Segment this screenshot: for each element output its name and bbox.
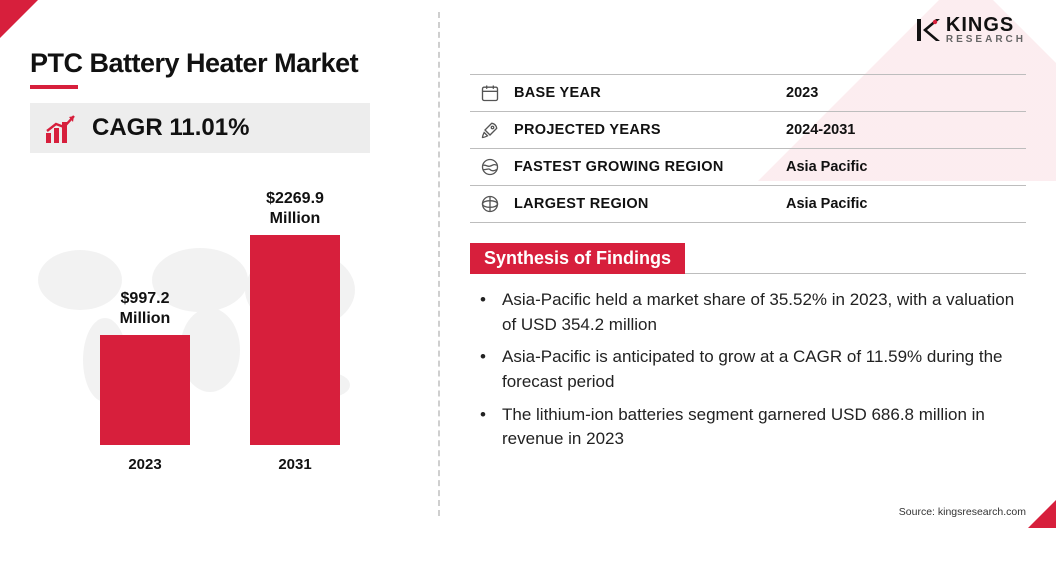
info-label: LARGEST REGION xyxy=(514,196,774,212)
info-value: 2024-2031 xyxy=(786,122,855,138)
left-panel: PTC Battery Heater Market CAGR 11.01% $9… xyxy=(0,0,440,528)
x-label: 2023 xyxy=(95,456,195,473)
section-header: Synthesis of Findings xyxy=(470,243,685,274)
bar-col-2023: $997.2 Million xyxy=(95,289,195,445)
globe-icon xyxy=(478,194,502,214)
info-label: BASE YEAR xyxy=(514,85,774,101)
info-label: PROJECTED YEARS xyxy=(514,122,774,138)
brand-logo: KINGS RESEARCH xyxy=(914,16,1026,45)
source-text: Source: kingsresearch.com xyxy=(899,506,1026,518)
info-label: FASTEST GROWING REGION xyxy=(514,159,774,175)
list-item: The lithium-ion batteries segment garner… xyxy=(498,403,1026,452)
cagr-badge: CAGR 11.01% xyxy=(30,103,370,153)
bar xyxy=(100,335,190,445)
info-value: Asia Pacific xyxy=(786,159,867,175)
bar-chart: $997.2 Million $2269.9 Million 2023 2031 xyxy=(30,171,410,471)
page: PTC Battery Heater Market CAGR 11.01% $9… xyxy=(0,0,1056,528)
info-row-fastest-region: FASTEST GROWING REGION Asia Pacific xyxy=(470,148,1026,185)
info-row-projected-years: PROJECTED YEARS 2024-2031 xyxy=(470,111,1026,148)
list-item: Asia-Pacific is anticipated to grow at a… xyxy=(498,345,1026,394)
bar-col-2031: $2269.9 Million xyxy=(245,189,345,445)
growth-chart-icon xyxy=(44,111,78,145)
info-value: Asia Pacific xyxy=(786,196,867,212)
right-panel: KINGS RESEARCH BASE YEAR 2023 PROJECTED … xyxy=(440,0,1056,528)
title-underline xyxy=(30,85,78,89)
info-value: 2023 xyxy=(786,85,818,101)
logo-mark-icon xyxy=(914,17,940,43)
x-label: 2031 xyxy=(245,456,345,473)
region-icon xyxy=(478,157,502,177)
logo-line2: RESEARCH xyxy=(946,35,1026,45)
rocket-icon xyxy=(478,120,502,140)
info-row-base-year: BASE YEAR 2023 xyxy=(470,74,1026,111)
list-item: Asia-Pacific held a market share of 35.5… xyxy=(498,288,1026,337)
info-table: BASE YEAR 2023 PROJECTED YEARS 2024-2031… xyxy=(470,74,1026,223)
info-row-largest-region: LARGEST REGION Asia Pacific xyxy=(470,185,1026,222)
findings-list: Asia-Pacific held a market share of 35.5… xyxy=(470,288,1026,452)
cagr-text: CAGR 11.01% xyxy=(92,114,249,142)
page-title: PTC Battery Heater Market xyxy=(30,48,410,79)
x-axis-labels: 2023 2031 xyxy=(70,456,370,473)
logo-line1: KINGS xyxy=(946,16,1026,35)
calendar-icon xyxy=(478,83,502,103)
bar-value: $2269.9 Million xyxy=(245,189,345,229)
bar-value: $997.2 Million xyxy=(95,289,195,329)
bar xyxy=(250,235,340,445)
logo-text: KINGS RESEARCH xyxy=(946,16,1026,45)
